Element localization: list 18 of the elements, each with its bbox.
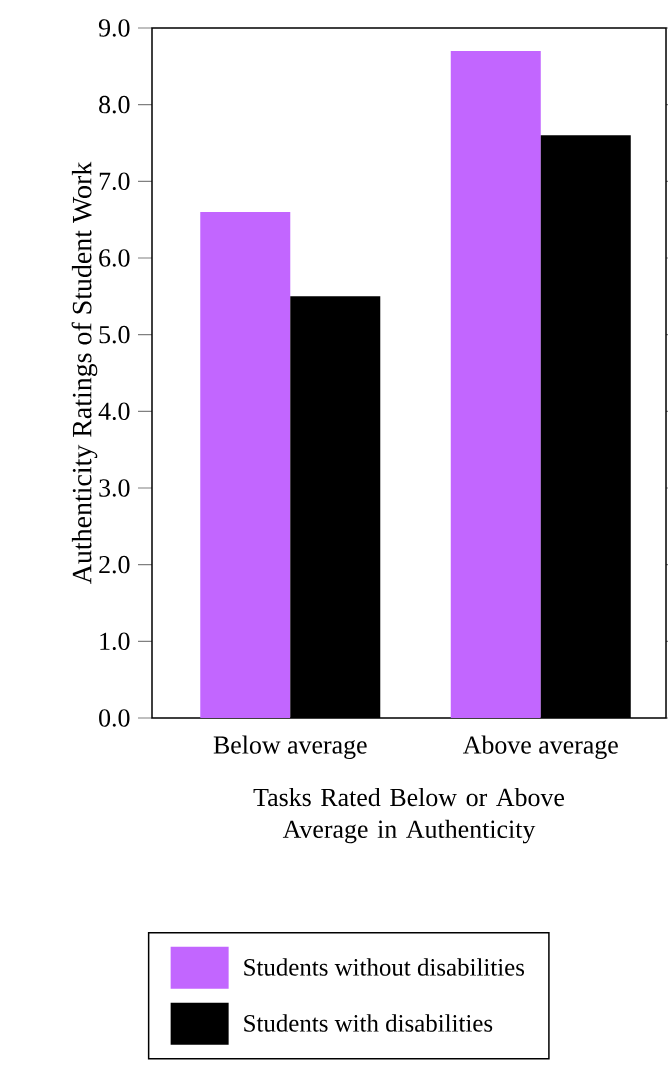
bar xyxy=(450,51,541,718)
y-tick-label: 6.0 xyxy=(99,249,130,267)
y-tick-label: 7.0 xyxy=(99,172,130,191)
y-tick-label: 4.0 xyxy=(98,402,130,421)
y-tick-label: 2.0 xyxy=(99,555,130,574)
y-tick-label: 1.0 xyxy=(100,632,130,651)
y-tick-label: 0.0 xyxy=(99,709,130,727)
y-tick-label: 9.0 xyxy=(98,19,130,37)
y-tick-label: 8.0 xyxy=(99,95,130,114)
x-tick-label: Below average xyxy=(213,735,367,760)
y-axis-title: Authenticity Ratings of Student Work xyxy=(71,161,98,584)
legend-label: Students with disabilities xyxy=(244,1014,493,1032)
legend-label: Students without disabilities xyxy=(244,958,525,976)
y-tick-label: 3.0 xyxy=(99,479,130,497)
bar xyxy=(200,212,291,718)
y-tick-label: 5.0 xyxy=(99,325,130,344)
x-axis-title: Tasks Rated Below or Above Average in Authenticity xyxy=(253,787,565,844)
x-tick-label: Above average xyxy=(462,735,618,760)
